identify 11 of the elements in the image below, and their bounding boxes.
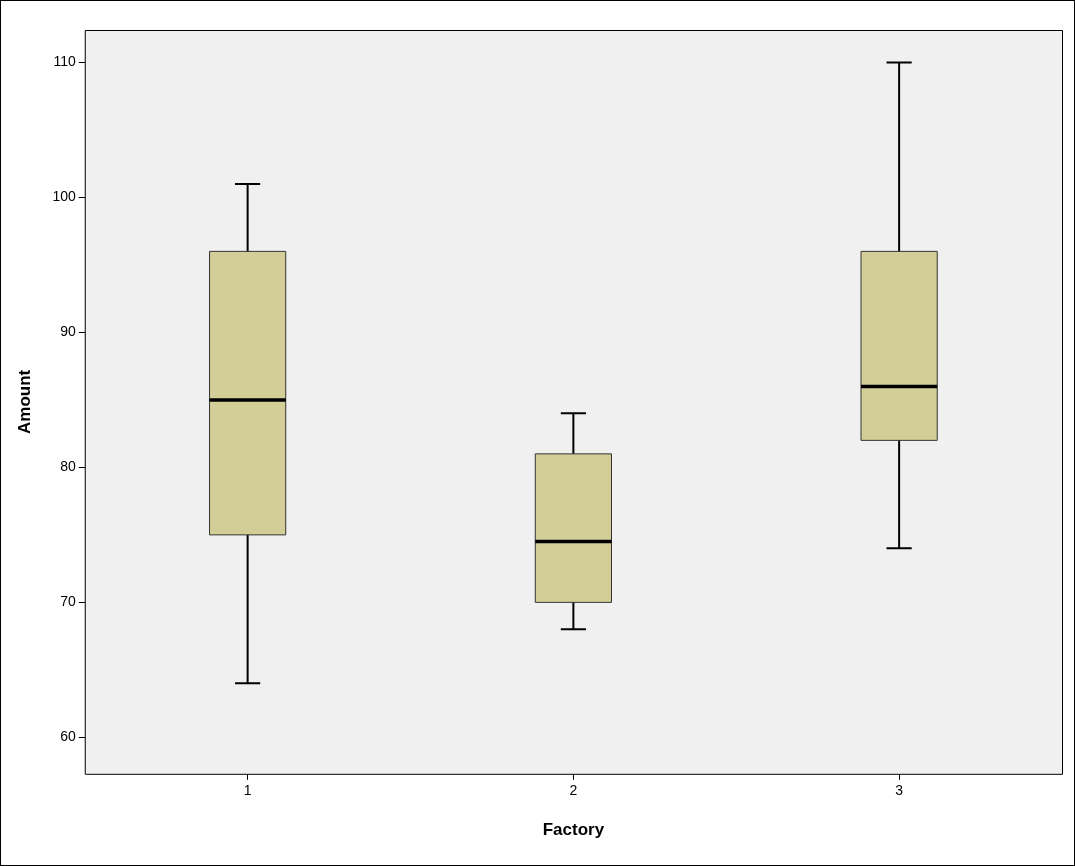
y-tick-label: 70 <box>60 593 76 610</box>
y-tick-label: 60 <box>60 728 76 745</box>
x-tick-label: 3 <box>895 782 904 799</box>
y-tick-label: 90 <box>60 323 76 340</box>
y-tick-label: 100 <box>52 188 76 205</box>
x-tick-label: 1 <box>243 782 252 799</box>
y-axis-title: Amount <box>14 369 34 435</box>
x-axis-title: Factory <box>542 820 605 840</box>
x-tick-label: 2 <box>569 782 578 799</box>
y-tick-label: 80 <box>60 458 76 475</box>
y-tick-label: 110 <box>53 53 76 70</box>
